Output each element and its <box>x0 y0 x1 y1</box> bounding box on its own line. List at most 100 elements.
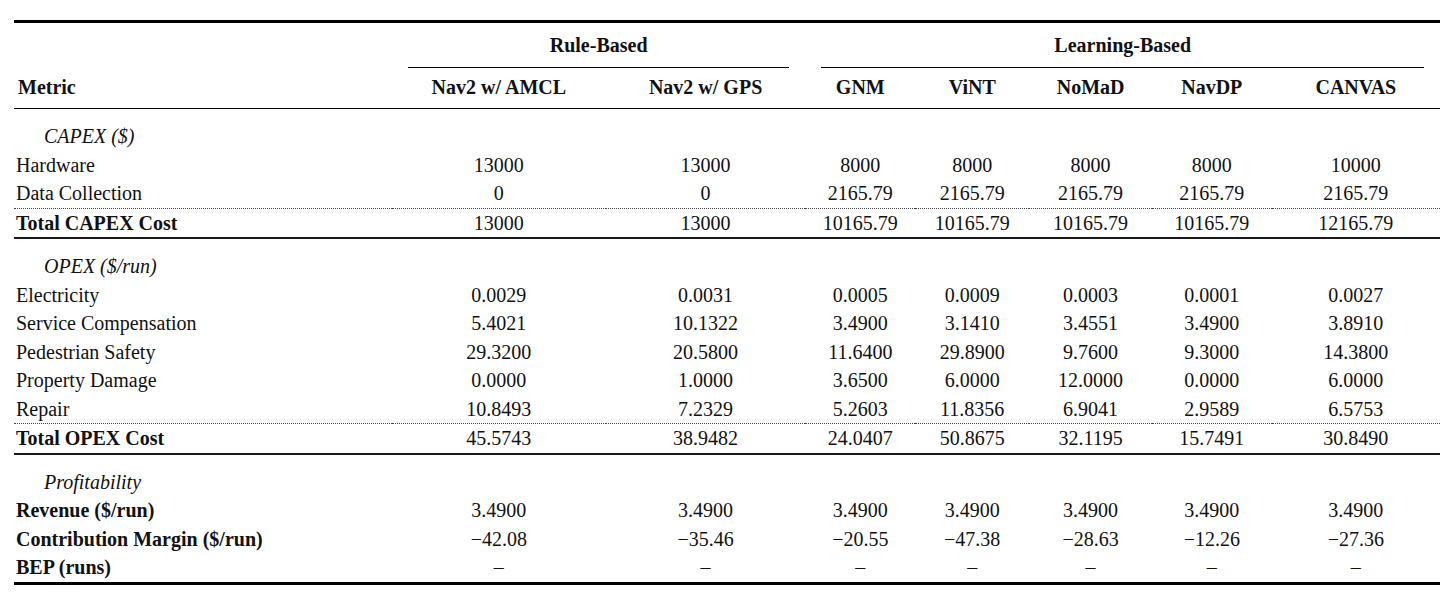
value-cell: 2165.79 <box>1152 179 1272 208</box>
value-cell: 3.4900 <box>1029 496 1152 525</box>
table-row-bep: BEP (runs) – – – – – – – <box>14 553 1440 583</box>
value-cell: 45.5743 <box>392 424 606 454</box>
group-header-spacer <box>14 22 392 68</box>
value-cell: 13000 <box>392 208 606 238</box>
value-cell: 38.9482 <box>606 424 806 454</box>
value-cell: 3.4900 <box>915 496 1029 525</box>
value-cell: 0.0001 <box>1152 281 1272 310</box>
value-cell: 9.3000 <box>1152 338 1272 367</box>
value-cell: 11.6400 <box>805 338 915 367</box>
value-cell: 10.1322 <box>606 309 806 338</box>
metric-label: Total CAPEX Cost <box>14 208 392 238</box>
value-cell: 6.0000 <box>1272 366 1440 395</box>
value-cell: 3.8910 <box>1272 309 1440 338</box>
value-cell: 8000 <box>1029 151 1152 180</box>
value-cell: 2165.79 <box>805 179 915 208</box>
value-cell: 29.3200 <box>392 338 606 367</box>
value-cell: 3.6500 <box>805 366 915 395</box>
group-header-learning-based: Learning-Based <box>805 22 1440 68</box>
section-row-capex: CAPEX ($) <box>14 109 1440 151</box>
section-row-opex: OPEX ($/run) <box>14 238 1440 281</box>
metric-label: BEP (runs) <box>14 553 392 583</box>
value-cell: 3.4900 <box>1152 496 1272 525</box>
value-cell: 9.7600 <box>1029 338 1152 367</box>
column-header-nav2-gps: Nav2 w/ GPS <box>606 68 806 109</box>
value-cell: 10165.79 <box>1029 208 1152 238</box>
table-row-electricity: Electricity 0.0029 0.0031 0.0005 0.0009 … <box>14 281 1440 310</box>
value-cell: 3.4900 <box>1272 496 1440 525</box>
value-cell: – <box>1152 553 1272 583</box>
value-cell: 0.0003 <box>1029 281 1152 310</box>
column-header-canvas: CANVAS <box>1272 68 1440 109</box>
table-row-revenue: Revenue ($/run) 3.4900 3.4900 3.4900 3.4… <box>14 496 1440 525</box>
metric-label: Electricity <box>14 281 392 310</box>
value-cell: 6.9041 <box>1029 395 1152 424</box>
value-cell: 13000 <box>606 208 806 238</box>
section-title: OPEX ($/run) <box>14 238 1440 281</box>
value-cell: 3.4900 <box>805 309 915 338</box>
table-row-total-capex: Total CAPEX Cost 13000 13000 10165.79 10… <box>14 208 1440 238</box>
page-container: Rule-Based Learning-Based Metric Nav2 w/… <box>0 0 1453 585</box>
value-cell: 0.0009 <box>915 281 1029 310</box>
value-cell: 3.4551 <box>1029 309 1152 338</box>
table-row-repair: Repair 10.8493 7.2329 5.2603 11.8356 6.9… <box>14 395 1440 424</box>
group-header-row: Rule-Based Learning-Based <box>14 22 1440 68</box>
value-cell: 2165.79 <box>1029 179 1152 208</box>
value-cell: 30.8490 <box>1272 424 1440 454</box>
metric-label: Hardware <box>14 151 392 180</box>
value-cell: 29.8900 <box>915 338 1029 367</box>
value-cell: – <box>1272 553 1440 583</box>
value-cell: 12165.79 <box>1272 208 1440 238</box>
group-label-rule-based: Rule-Based <box>408 31 790 68</box>
section-title: CAPEX ($) <box>14 109 1440 151</box>
column-header-nav2-amcl: Nav2 w/ AMCL <box>392 68 606 109</box>
value-cell: 0.0027 <box>1272 281 1440 310</box>
value-cell: 7.2329 <box>606 395 806 424</box>
table-row-data-collection: Data Collection 0 0 2165.79 2165.79 2165… <box>14 179 1440 208</box>
value-cell: 0.0000 <box>392 366 606 395</box>
value-cell: −12.26 <box>1152 525 1272 554</box>
cost-comparison-table: Rule-Based Learning-Based Metric Nav2 w/… <box>14 20 1440 585</box>
section-row-profitability: Profitability <box>14 454 1440 497</box>
column-header-row: Metric Nav2 w/ AMCL Nav2 w/ GPS GNM ViNT… <box>14 68 1440 109</box>
group-label-learning-based: Learning-Based <box>821 31 1424 68</box>
table-row-hardware: Hardware 13000 13000 8000 8000 8000 8000… <box>14 151 1440 180</box>
value-cell: 0.0000 <box>1152 366 1272 395</box>
value-cell: 10165.79 <box>805 208 915 238</box>
value-cell: 50.8675 <box>915 424 1029 454</box>
value-cell: 24.0407 <box>805 424 915 454</box>
value-cell: 6.5753 <box>1272 395 1440 424</box>
value-cell: 0.0005 <box>805 281 915 310</box>
value-cell: 0.0029 <box>392 281 606 310</box>
value-cell: 5.4021 <box>392 309 606 338</box>
group-header-rule-based: Rule-Based <box>392 22 806 68</box>
column-header-metric: Metric <box>14 68 392 109</box>
value-cell: 0 <box>392 179 606 208</box>
value-cell: – <box>392 553 606 583</box>
value-cell: 12.0000 <box>1029 366 1152 395</box>
metric-label: Service Compensation <box>14 309 392 338</box>
column-header-navdp: NavDP <box>1152 68 1272 109</box>
value-cell: −47.38 <box>915 525 1029 554</box>
value-cell: 15.7491 <box>1152 424 1272 454</box>
value-cell: 10165.79 <box>1152 208 1272 238</box>
value-cell: −28.63 <box>1029 525 1152 554</box>
value-cell: 2165.79 <box>1272 179 1440 208</box>
value-cell: 5.2603 <box>805 395 915 424</box>
metric-label: Revenue ($/run) <box>14 496 392 525</box>
value-cell: 3.4900 <box>606 496 806 525</box>
value-cell: 0.0031 <box>606 281 806 310</box>
table-row-pedestrian-safety: Pedestrian Safety 29.3200 20.5800 11.640… <box>14 338 1440 367</box>
table-row-contribution-margin: Contribution Margin ($/run) −42.08 −35.4… <box>14 525 1440 554</box>
value-cell: 13000 <box>606 151 806 180</box>
value-cell: 8000 <box>915 151 1029 180</box>
value-cell: 8000 <box>805 151 915 180</box>
metric-label: Data Collection <box>14 179 392 208</box>
value-cell: 6.0000 <box>915 366 1029 395</box>
value-cell: 2165.79 <box>915 179 1029 208</box>
value-cell: −42.08 <box>392 525 606 554</box>
value-cell: 13000 <box>392 151 606 180</box>
table-row-property-damage: Property Damage 0.0000 1.0000 3.6500 6.0… <box>14 366 1440 395</box>
value-cell: 32.1195 <box>1029 424 1152 454</box>
metric-label: Repair <box>14 395 392 424</box>
